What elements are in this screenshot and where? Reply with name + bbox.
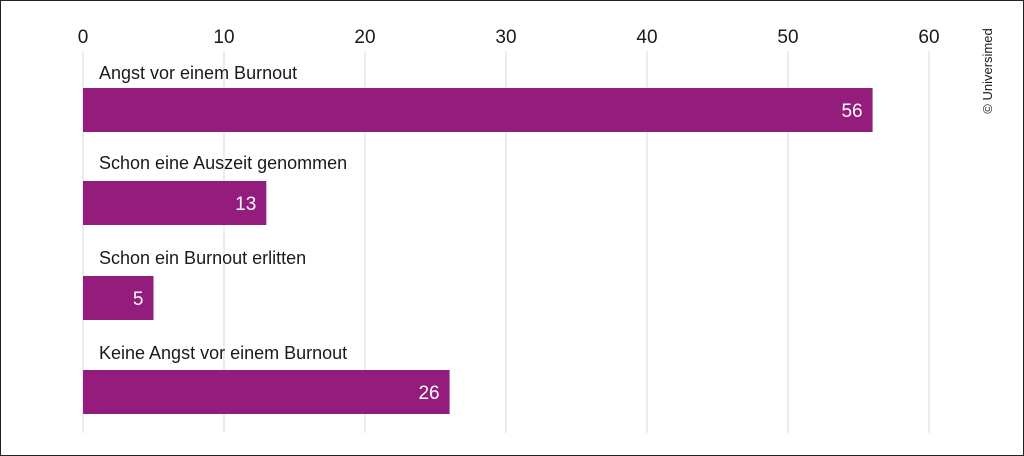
bar-value-label: 26 (418, 383, 439, 404)
bar (83, 181, 267, 225)
x-tick-label: 30 (495, 27, 516, 48)
bar-value-label: 5 (133, 289, 144, 310)
bar-value-label: 13 (235, 194, 256, 215)
x-tick-label: 50 (777, 27, 798, 48)
x-tick-label: 10 (213, 27, 234, 48)
x-axis-ticks: 0 10 20 30 40 50 60 (78, 27, 940, 48)
bar-value-label: 56 (841, 101, 862, 122)
credit-label: © Universimed (980, 28, 995, 113)
x-tick-label: 40 (636, 27, 657, 48)
bar (83, 276, 154, 320)
x-tick-label: 20 (354, 27, 375, 48)
bars: Angst vor einem Burnout 56 Schon eine Ausz… (83, 63, 873, 414)
category-label: Schon eine Auszeit genommen (99, 153, 347, 173)
bar (83, 370, 450, 414)
x-tick-label: 60 (918, 27, 939, 48)
x-tick-label: 0 (78, 27, 89, 48)
category-label: Angst vor einem Burnout (99, 63, 297, 83)
category-label: Schon ein Burnout erlitten (99, 248, 306, 268)
category-label: Keine Angst vor einem Burnout (99, 343, 347, 363)
bar (83, 88, 873, 132)
